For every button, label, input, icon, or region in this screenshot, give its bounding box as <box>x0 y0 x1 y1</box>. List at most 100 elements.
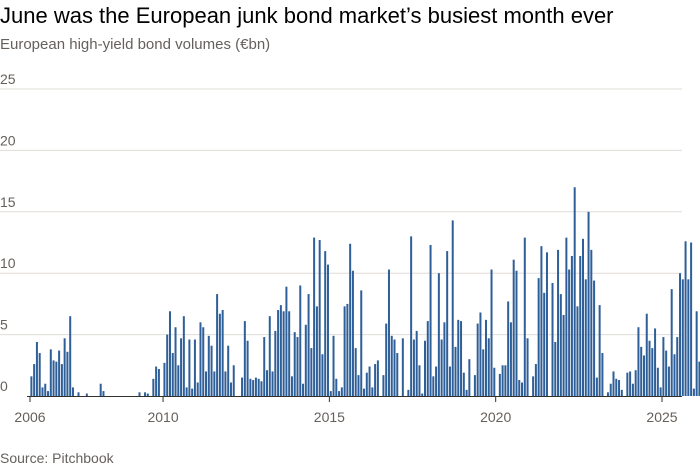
bar <box>274 330 277 396</box>
bar <box>507 301 510 396</box>
bar <box>315 306 318 396</box>
bar <box>579 256 582 396</box>
bar <box>180 338 183 396</box>
bar <box>568 269 571 396</box>
chart-subtitle: European high-yield bond volumes (€bn) <box>0 36 271 53</box>
bar <box>557 249 560 396</box>
bar <box>335 378 338 396</box>
bar <box>401 338 404 396</box>
bar <box>432 376 435 396</box>
bar <box>437 273 440 396</box>
bar <box>216 294 219 396</box>
bar <box>629 371 632 396</box>
bar <box>684 241 687 396</box>
bar <box>49 349 52 396</box>
bar <box>296 337 299 396</box>
bar <box>457 319 460 396</box>
bar <box>637 327 640 396</box>
bar <box>407 389 410 396</box>
bar <box>188 339 191 396</box>
bar <box>302 383 305 396</box>
bar <box>351 270 354 396</box>
bar <box>440 339 443 396</box>
bar <box>340 387 343 396</box>
bar <box>185 387 188 396</box>
bar <box>695 311 698 396</box>
bar <box>446 251 449 396</box>
bar <box>243 321 246 396</box>
bar <box>482 349 485 396</box>
bar <box>521 382 524 396</box>
bar <box>509 322 512 396</box>
bar <box>601 353 604 396</box>
bar <box>559 294 562 396</box>
bar <box>609 383 612 396</box>
bar <box>582 238 584 396</box>
bar <box>465 389 468 396</box>
bar <box>263 337 266 396</box>
bar <box>424 340 426 396</box>
bar <box>168 311 171 396</box>
bar <box>71 387 74 396</box>
bar <box>443 322 446 396</box>
bar <box>313 237 316 396</box>
bar <box>346 303 349 396</box>
bar <box>66 351 69 396</box>
bar <box>354 348 357 396</box>
bar <box>221 310 224 396</box>
bar <box>207 335 210 396</box>
bar <box>656 367 659 396</box>
bar <box>365 372 368 396</box>
bar <box>138 392 141 396</box>
bar <box>241 377 244 396</box>
bar <box>52 360 55 396</box>
bar <box>584 279 587 396</box>
bar <box>648 340 651 396</box>
bar <box>626 372 629 396</box>
bar <box>254 377 257 396</box>
bar <box>166 334 169 396</box>
bar <box>35 341 38 396</box>
bar <box>304 324 307 396</box>
bar <box>202 327 205 396</box>
bar <box>193 339 196 396</box>
bar <box>152 378 155 396</box>
bar <box>421 393 424 396</box>
bar <box>182 316 185 396</box>
bar <box>631 383 634 396</box>
bar <box>371 387 374 396</box>
bar <box>343 306 346 396</box>
bar <box>523 237 526 396</box>
bar <box>593 280 596 396</box>
x-tick-label: 2006 <box>14 409 45 425</box>
bar <box>620 389 623 396</box>
y-tick-label: 20 <box>0 132 16 148</box>
bar <box>587 211 590 396</box>
bar <box>460 321 463 396</box>
bar <box>213 371 216 396</box>
y-tick-label: 10 <box>0 255 16 271</box>
bar <box>468 359 471 396</box>
bar <box>30 376 33 396</box>
bar <box>47 391 50 396</box>
bar <box>526 338 529 396</box>
bar <box>58 350 61 396</box>
bar <box>576 306 579 396</box>
bar <box>349 243 352 396</box>
bar <box>426 321 429 396</box>
bar <box>210 345 213 396</box>
y-tick-label: 25 <box>0 71 16 87</box>
bar <box>410 236 413 396</box>
bar <box>415 330 418 396</box>
bar <box>645 313 648 396</box>
y-tick-label: 0 <box>0 378 8 394</box>
bar <box>570 256 573 396</box>
bar <box>554 341 557 396</box>
bar <box>271 371 274 396</box>
bar <box>163 362 166 396</box>
bar <box>651 348 654 396</box>
bar <box>266 370 268 396</box>
bar <box>199 322 202 396</box>
bar <box>387 269 390 396</box>
bar <box>390 335 393 396</box>
